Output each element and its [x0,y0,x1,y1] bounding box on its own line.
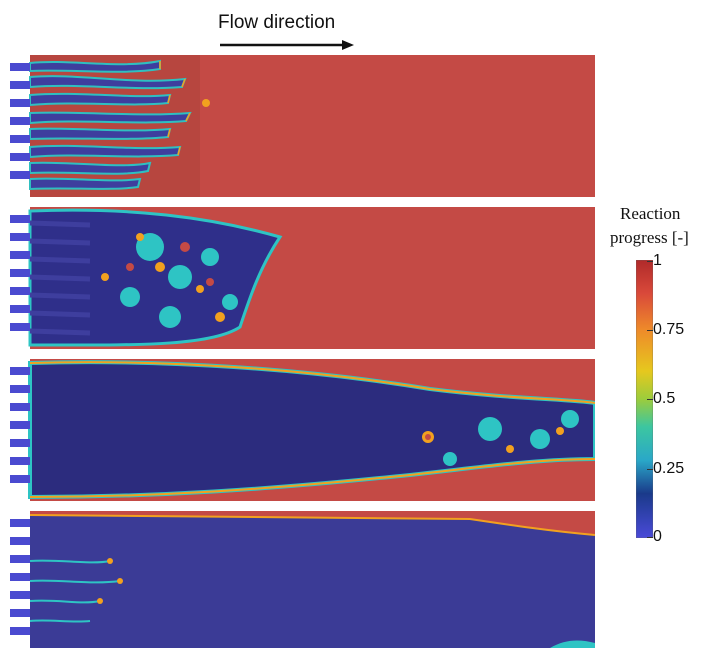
simulation-panel-2 [10,207,595,349]
colorbar-tick-05: 0.5 [646,390,676,407]
simulation-panel-3 [10,359,595,501]
simulation-panel-1 [10,55,595,197]
colorbar [636,260,653,538]
legend-title-line2: progress [-] [610,228,689,247]
flow-direction-arrow [220,40,354,50]
colorbar-tick-1: 1 [647,252,662,269]
simulation-panel-4 [10,511,595,653]
inlet-jets [10,63,30,635]
colorbar-tick-0: 0 [647,528,662,545]
flow-direction-label: Flow direction [218,12,336,33]
colorbar-tick-025: 0.25 [646,460,685,477]
legend-title-line1: Reaction [620,204,681,223]
colorbar-tick-075: 0.75 [646,321,685,338]
